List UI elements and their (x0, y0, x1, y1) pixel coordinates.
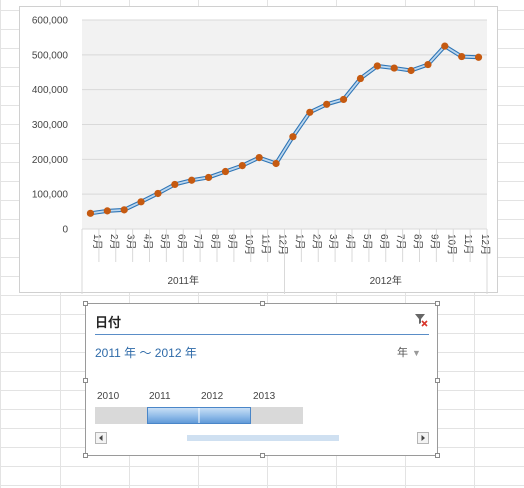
x-group-label: 2011年 (167, 274, 199, 287)
x-tick-label: 8月 (412, 234, 424, 250)
title-divider (95, 334, 429, 335)
data-point[interactable] (339, 95, 348, 104)
x-tick-label: 7月 (395, 234, 407, 250)
timeline-track[interactable] (95, 407, 303, 424)
y-tick-label: 400,000 (32, 85, 69, 96)
line-chart[interactable]: 0 100,000 200,000 300,000 400,000 500,000 600,… (19, 6, 498, 294)
x-tick-label: 6月 (175, 234, 187, 250)
data-point[interactable] (221, 167, 230, 176)
x-tick-label: 4月 (344, 234, 356, 250)
timeline-bar-2013[interactable] (251, 407, 303, 424)
data-point[interactable] (255, 153, 263, 162)
x-tick-label: 7月 (192, 234, 204, 250)
x-tick-label: 3月 (327, 234, 339, 250)
x-tick-label: 8月 (209, 234, 221, 250)
y-tick-label: 100,000 (32, 190, 69, 201)
time-level-value: 年 (397, 347, 408, 359)
x-tick-label: 1月 (91, 234, 103, 250)
timeline-bar-2010[interactable] (95, 407, 147, 424)
resize-handle-top[interactable] (260, 301, 265, 306)
x-tick-label: 11月 (260, 234, 272, 254)
scroll-right-button[interactable] (417, 432, 429, 444)
year-label-2011: 2011 (149, 391, 171, 402)
x-tick-label: 9月 (428, 234, 440, 250)
x-tick-label: 5月 (158, 234, 170, 250)
data-point[interactable] (272, 159, 280, 168)
year-label-2012: 2012 (201, 391, 224, 402)
data-point[interactable] (458, 52, 466, 61)
y-tick-label: 600,000 (32, 16, 69, 27)
data-point[interactable] (86, 209, 95, 217)
x-tick-label: 10月 (243, 234, 255, 255)
year-label-2010: 2010 (97, 391, 120, 402)
selected-range-label: 2011 年 ～ 2012 年 (95, 346, 197, 360)
resize-handle-bottom-right[interactable] (435, 453, 440, 458)
selection-outline (147, 407, 251, 424)
slicer-title: 日付 (95, 315, 122, 330)
data-point[interactable] (188, 176, 196, 184)
data-point[interactable] (204, 173, 213, 182)
data-point[interactable] (238, 162, 246, 170)
x-tick-label: 1月 (293, 234, 305, 250)
y-tick-label: 0 (62, 225, 68, 236)
chevron-down-icon: ▼ (412, 348, 421, 358)
time-level-dropdown[interactable]: 年 ▼ (397, 344, 421, 360)
resize-handle-top-left[interactable] (83, 301, 88, 306)
x-tick-label: 3月 (125, 234, 137, 250)
resize-handle-bottom-left[interactable] (83, 453, 88, 458)
chart-svg: 0 100,000 200,000 300,000 400,000 500,000 600,… (32, 16, 491, 294)
x-tick-label: 9月 (226, 234, 238, 250)
x-tick-label: 6月 (378, 234, 390, 250)
x-tick-label: 11月 (462, 234, 474, 254)
data-point[interactable] (103, 207, 111, 215)
data-point[interactable] (424, 60, 432, 69)
timeline-slicer[interactable]: 日付 2011 年 ～ 2012 年 年 ▼ 2010 2011 2012 201… (83, 301, 440, 458)
data-point[interactable] (441, 42, 449, 50)
y-tick-label: 300,000 (32, 120, 69, 131)
resize-handle-right[interactable] (435, 378, 440, 383)
data-point[interactable] (390, 64, 398, 72)
data-point[interactable] (356, 74, 365, 83)
data-point[interactable] (323, 100, 331, 108)
resize-handle-top-right[interactable] (435, 301, 440, 306)
scroll-left-button[interactable] (95, 432, 107, 444)
data-point[interactable] (474, 53, 483, 61)
resize-handle-left[interactable] (83, 378, 88, 383)
scrollbar-thumb[interactable] (187, 435, 339, 441)
data-point[interactable] (407, 66, 415, 75)
data-point[interactable] (289, 133, 297, 141)
data-point[interactable] (120, 206, 128, 214)
year-label-2013: 2013 (253, 391, 276, 402)
data-point[interactable] (171, 180, 179, 189)
scroll-right-icon (421, 435, 425, 441)
data-point[interactable] (373, 62, 381, 70)
filter-clear-icon[interactable] (413, 312, 429, 328)
x-tick-label: 4月 (142, 234, 154, 250)
scroll-left-icon (99, 435, 103, 441)
x-group-label: 2012年 (370, 274, 402, 287)
timeline-bar-2012[interactable] (199, 407, 251, 424)
data-point[interactable] (137, 198, 145, 206)
resize-handle-bottom[interactable] (260, 453, 265, 458)
y-tick-label: 200,000 (32, 155, 69, 166)
y-tick-label: 500,000 (32, 50, 69, 61)
data-point[interactable] (306, 108, 314, 116)
x-tick-label: 12月 (479, 234, 491, 255)
x-tick-label: 2月 (310, 234, 322, 250)
x-tick-label: 2月 (108, 234, 120, 250)
x-tick-label: 12月 (277, 234, 289, 255)
data-point[interactable] (154, 189, 162, 198)
x-tick-label: 5月 (361, 234, 373, 250)
timeline-bar-2011[interactable] (147, 407, 199, 424)
x-tick-label: 10月 (445, 234, 457, 255)
